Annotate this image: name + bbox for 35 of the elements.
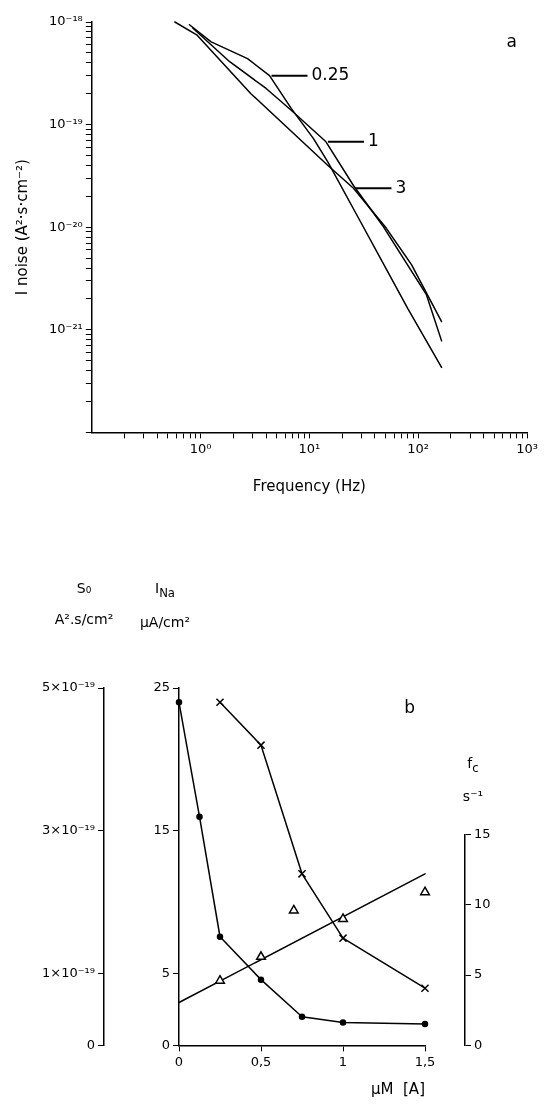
annotation: 1: [367, 130, 379, 151]
x-tick-label: 10⁰: [189, 440, 212, 456]
y2-tick-label: 0: [474, 1036, 483, 1052]
annotation: 3: [395, 176, 407, 197]
y3-tick-label: 5×10⁻¹⁹: [42, 679, 95, 695]
y2-axis-title: f$_{c}$ s⁻¹: [462, 754, 484, 806]
x-tick-label: 10³: [516, 440, 538, 456]
x-axis-title: μM [A]: [371, 1079, 425, 1098]
y-tick-label: 15: [153, 822, 170, 838]
x-tick-label: 0,5: [250, 1053, 272, 1069]
x-tick-label: 10²: [407, 440, 430, 456]
y3-axis-title: S₀ A².s/cm²: [54, 580, 114, 628]
x-axis-title: Frequency (Hz): [252, 476, 366, 495]
x-tick-label: 1: [338, 1053, 348, 1069]
annotation: 0.25: [311, 64, 350, 85]
y-tick-label: 10⁻²⁰: [49, 218, 83, 234]
y2-tick-label: 10: [474, 896, 491, 912]
x-tick-label: 1,5: [414, 1053, 436, 1069]
y-tick-label: 0: [161, 1036, 170, 1052]
y-tick-label: 10⁻¹⁸: [49, 13, 83, 29]
x-tick-label: 0: [174, 1053, 184, 1069]
y-tick-label: 10⁻¹⁹: [49, 115, 83, 131]
y3-tick-label: 3×10⁻¹⁹: [42, 822, 95, 838]
annotation: a: [506, 30, 517, 51]
y-tick-label: 10⁻²¹: [49, 321, 83, 337]
y-axis-title: I noise (A²·s·cm⁻²): [12, 159, 31, 296]
x-tick-label: 10¹: [298, 440, 321, 456]
y-tick-label: 5: [161, 965, 170, 981]
y3-tick-label: 0: [86, 1036, 95, 1052]
y-tick-label: 25: [153, 679, 170, 695]
annotation: b: [404, 696, 415, 717]
y-axis-title: I$_{Na}$ μA/cm²: [139, 580, 191, 631]
y2-tick-label: 5: [474, 966, 483, 982]
y3-tick-label: 1×10⁻¹⁹: [42, 965, 95, 981]
y2-tick-label: 15: [474, 825, 491, 841]
